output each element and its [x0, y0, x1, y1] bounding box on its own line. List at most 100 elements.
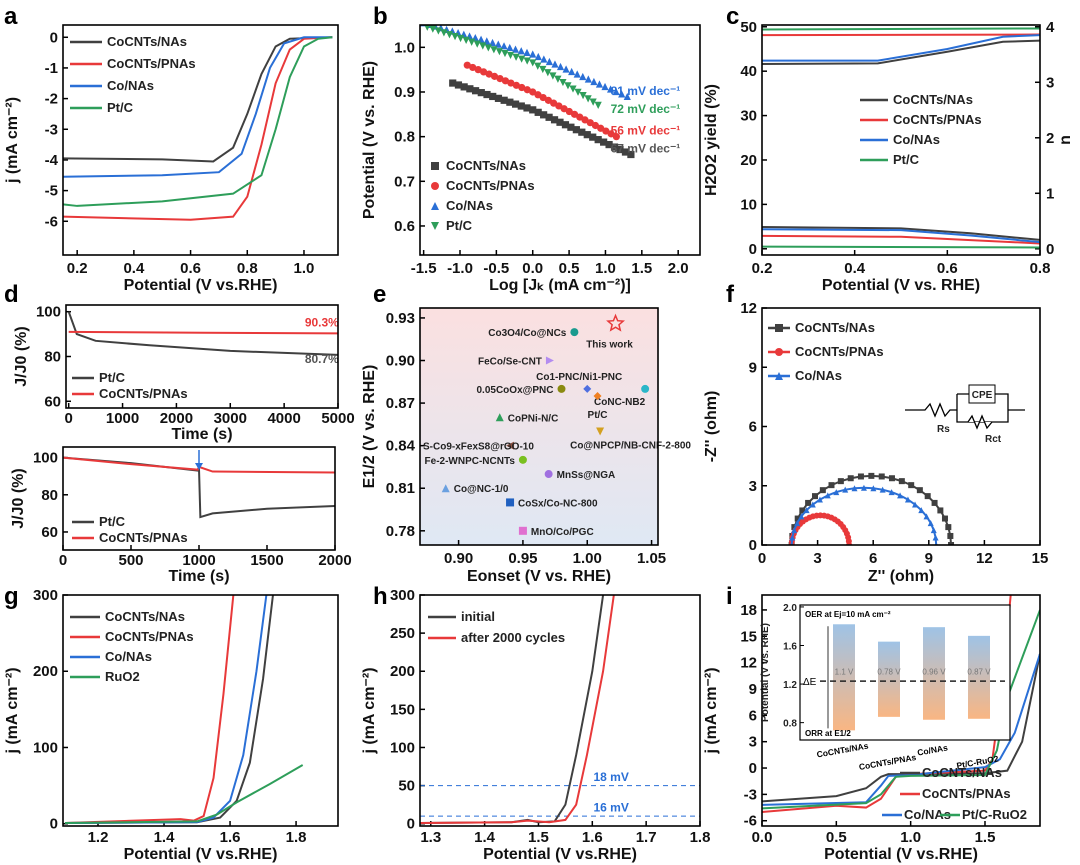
legend-item: Pt/C-RuO2 [940, 807, 1027, 822]
legend-label: Co/NAs [105, 649, 152, 664]
x-tick-label: 0.95 [508, 550, 537, 567]
legend-label: Co/NAs [795, 368, 842, 383]
legend-item: CoCNTs/NAs [70, 34, 187, 49]
x-axis-label: Potential (V vs.RHE) [124, 277, 278, 294]
series-line-Pt/C [762, 245, 1040, 249]
x-tick-label: 1.5 [631, 260, 652, 277]
x-tick-label: 2000 [160, 410, 193, 427]
series-line-CoCNTs/PNAs [762, 33, 1040, 37]
data-point [474, 66, 482, 74]
data-point [545, 356, 554, 365]
data-point [545, 57, 554, 66]
series-line-CoCNTs/NAs [790, 474, 953, 545]
y-tick-label: 300 [33, 587, 58, 604]
data-point [460, 83, 468, 91]
y-tick-label: 300 [390, 587, 415, 604]
data-point [523, 86, 531, 94]
y-tick-label: 0.8 [394, 129, 415, 146]
x-axis-label: Potential (V vs.RHE) [483, 846, 637, 863]
legend-item: CoCNTs/NAs [431, 158, 526, 173]
data-point [583, 384, 592, 393]
legend-item: Pt/C [431, 218, 473, 233]
data-point [847, 475, 854, 482]
y-tick-label: 0.9 [394, 84, 415, 101]
data-point [507, 79, 515, 87]
data-point [605, 140, 613, 149]
data-point [816, 496, 823, 503]
panel-letter-i: i [726, 583, 733, 610]
data-point [579, 91, 587, 100]
chart-f: 0 3 6 9 12 15 0 3 6 9 12 Z'' (ohm) -Z'' (ohm) CoCNTs/… [703, 300, 1048, 585]
y-tick-label: 60 [41, 524, 58, 541]
data-point [534, 108, 542, 116]
legend-label: Co/NAs [904, 807, 951, 822]
legend-item: Pt/C [70, 100, 134, 115]
panel-letter-a: a [4, 3, 18, 30]
legend-item: Pt/C [72, 370, 126, 385]
plot-frame [761, 594, 1041, 827]
x-tick-label: 12 [976, 550, 993, 567]
y-tick-label: 250 [390, 625, 415, 642]
plot-frame [62, 594, 339, 827]
data-point [610, 143, 619, 151]
x-tick-label: 6 [869, 550, 877, 567]
y2-axis-label: n [1057, 135, 1074, 145]
data-point [556, 118, 564, 126]
plot-frame [761, 24, 1041, 256]
point-label: CoSx/Co-NC-800 [518, 498, 598, 509]
data-point [931, 499, 938, 506]
data-point [462, 36, 470, 44]
point-label: MnO/Co/PGC [531, 527, 594, 538]
legend-item: Co/NAs [70, 78, 154, 93]
data-point [794, 515, 801, 522]
data-point [573, 70, 581, 78]
legend-label: Pt/C-RuO2 [962, 807, 1027, 822]
y-axis-label: j (mA cm⁻²) [4, 667, 21, 754]
legend-label: CoCNTs/NAs [893, 92, 973, 107]
data-point [539, 65, 547, 74]
data-point [451, 33, 459, 41]
data-point [523, 104, 531, 112]
cpe-box [968, 384, 996, 404]
x-tick-label: 9 [925, 550, 933, 567]
data-point [501, 77, 510, 85]
y-tick-label: 9 [749, 681, 757, 698]
data-point [828, 482, 835, 489]
data-point [912, 501, 919, 508]
y-tick-label: 18 [740, 602, 757, 619]
inset-bar [968, 635, 990, 719]
x-tick-label: 0.5 [826, 829, 847, 846]
x-tick-label: 3 [813, 550, 821, 567]
plot-area [788, 472, 955, 545]
x-axis-label: Time (s) [168, 568, 229, 585]
legend-item: Co/NAs [431, 198, 493, 213]
data-point [445, 31, 454, 39]
legend-label: initial [461, 609, 495, 624]
data-point [495, 413, 504, 422]
y-tick-label: 80 [44, 349, 61, 366]
data-point [494, 40, 502, 48]
data-point [485, 70, 493, 78]
y-tick-label: 12 [740, 655, 757, 672]
data-point [596, 427, 605, 436]
data-point [549, 72, 557, 80]
y-tick-label: -1 [45, 60, 58, 77]
y-axis-label: J/J0 (%) [13, 326, 30, 386]
y-tick-label: 0 [50, 29, 58, 46]
x-tick-label: 1.3 [420, 829, 441, 846]
series-line-CoCNTs/PNAs [762, 234, 1040, 245]
data-point [568, 67, 576, 76]
annotation: 90.3% [305, 315, 339, 329]
data-point [512, 53, 520, 61]
data-point [833, 489, 840, 496]
point-label: Co@NPCP/NB-CNF-2-800 [570, 440, 691, 451]
series-line-Co/NAs [762, 228, 1040, 244]
annotation: 67 mV dec⁻¹ [611, 141, 681, 155]
x-tick-label: 1.8 [286, 829, 307, 846]
point-label: FeCo/Se-CNT [478, 357, 542, 368]
data-point [948, 542, 955, 545]
inset-delta-label: ΔE [803, 677, 817, 688]
plot-area [67, 311, 338, 356]
legend-label: Co/NAs [893, 132, 940, 147]
